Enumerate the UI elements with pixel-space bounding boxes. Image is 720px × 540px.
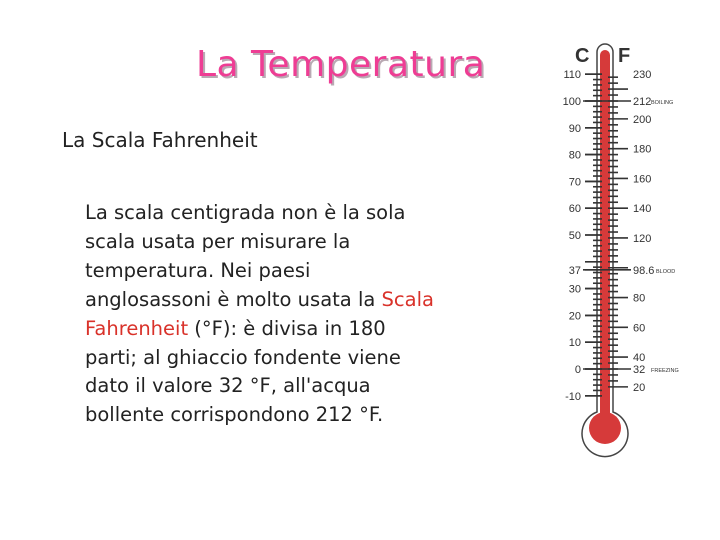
- body-text-span: (°F): è divisa in 180: [188, 316, 386, 340]
- celsius-label: 110: [563, 69, 581, 81]
- fahrenheit-label: 120: [633, 233, 651, 245]
- annotation-freezing: FREEZING: [651, 368, 679, 374]
- fahrenheit-label: 212: [633, 96, 651, 108]
- body-line: bollente corrispondono 212 °F.: [85, 403, 384, 427]
- celsius-label: 100: [563, 96, 581, 108]
- celsius-label: 20: [569, 310, 581, 322]
- body-line: Fahrenheit (°F): è divisa in 180: [85, 315, 485, 344]
- body-line: scala usata per misurare la: [85, 229, 351, 253]
- celsius-label: 60: [569, 203, 581, 215]
- body-line: anglosassoni è molto usata la Scala: [85, 286, 485, 315]
- body-line: temperatura. Nei paesi: [85, 258, 311, 282]
- highlight-scala: Scala: [381, 287, 434, 311]
- body-line: La scala centigrada non è la sola: [85, 201, 406, 224]
- celsius-label: 50: [569, 230, 581, 242]
- celsius-label: 70: [569, 176, 581, 188]
- celsius-label: -10: [565, 391, 581, 403]
- celsius-label: 10: [569, 337, 581, 349]
- celsius-header: C: [575, 45, 589, 67]
- celsius-label: 30: [569, 284, 581, 296]
- fahrenheit-label: 98.6: [633, 265, 654, 277]
- fahrenheit-label: 160: [633, 173, 651, 185]
- slide-title: La Temperatura: [196, 44, 486, 85]
- slide-subtitle: La Scala Fahrenheit: [62, 128, 258, 152]
- fahrenheit-label: 80: [633, 293, 645, 305]
- annotation-boiling: BOILING: [651, 100, 673, 106]
- body-line: dato il valore 32 °F, all'acqua: [85, 374, 371, 398]
- fahrenheit-label: 20: [633, 382, 645, 394]
- annotation-blood: BLOOD: [656, 269, 675, 275]
- fahrenheit-label: 40: [633, 352, 645, 364]
- celsius-label: 37: [569, 265, 581, 277]
- fahrenheit-label: 60: [633, 322, 645, 334]
- body-line: parti; al ghiaccio fondente viene: [85, 345, 401, 369]
- fahrenheit-label: 140: [633, 203, 651, 215]
- body-text: La scala centigrada non è la sola scala …: [85, 199, 485, 430]
- thermometer-image: C F 1101009080706050373020100-1023021220…: [563, 43, 679, 458]
- highlight-fahrenheit: Fahrenheit: [85, 316, 189, 340]
- celsius-label: 0: [575, 364, 581, 376]
- fahrenheit-label: 32: [633, 364, 645, 376]
- body-text-span: anglosassoni è molto usata la: [85, 287, 382, 311]
- celsius-label: 90: [569, 123, 581, 135]
- fahrenheit-label: 230: [633, 69, 651, 81]
- celsius-label: 80: [569, 150, 581, 162]
- fahrenheit-header: F: [618, 45, 630, 67]
- mercury-column: [600, 50, 610, 420]
- fahrenheit-label: 180: [633, 144, 651, 156]
- fahrenheit-label: 200: [633, 114, 651, 126]
- mercury-bulb: [589, 412, 621, 444]
